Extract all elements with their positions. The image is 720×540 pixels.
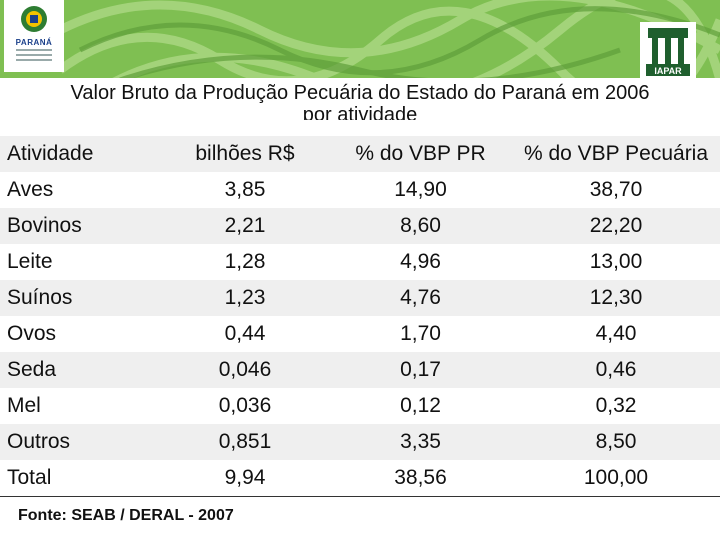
iapar-logo-icon: IAPAR bbox=[646, 28, 690, 76]
cell-atividade: Ovos bbox=[0, 316, 161, 352]
table-row: Ovos 0,44 1,70 4,40 bbox=[0, 316, 720, 352]
cell-vbp-pecuaria: 38,70 bbox=[512, 172, 720, 208]
cell-vbp-pr: 38,56 bbox=[329, 460, 512, 497]
cell-vbp-pr: 3,35 bbox=[329, 424, 512, 460]
header-atividade: Atividade bbox=[0, 136, 161, 172]
cell-atividade: Leite bbox=[0, 244, 161, 280]
cell-bilhoes: 0,44 bbox=[161, 316, 329, 352]
parana-seal-icon bbox=[21, 6, 47, 32]
cell-vbp-pr: 4,96 bbox=[329, 244, 512, 280]
cell-atividade: Bovinos bbox=[0, 208, 161, 244]
title-line-2: por atividade bbox=[302, 104, 418, 120]
cell-vbp-pr: 14,90 bbox=[329, 172, 512, 208]
header-banner bbox=[0, 0, 720, 78]
cell-atividade: Mel bbox=[0, 388, 161, 424]
wave-pattern-decoration bbox=[57, 0, 720, 78]
parana-logo: PARANÁ bbox=[4, 0, 64, 72]
cell-bilhoes: 0,851 bbox=[161, 424, 329, 460]
table-header-row: Atividade bilhões R$ % do VBP PR % do VB… bbox=[0, 136, 720, 172]
cell-atividade: Seda bbox=[0, 352, 161, 388]
parana-logo-text: PARANÁ bbox=[15, 38, 53, 47]
table-row: Suínos 1,23 4,76 12,30 bbox=[0, 280, 720, 316]
cell-atividade: Outros bbox=[0, 424, 161, 460]
table-row: Outros 0,851 3,35 8,50 bbox=[0, 424, 720, 460]
table-row: Mel 0,036 0,12 0,32 bbox=[0, 388, 720, 424]
table-row-total: Total 9,94 38,56 100,00 bbox=[0, 460, 720, 497]
cell-atividade: Total bbox=[0, 460, 161, 497]
iapar-logo: IAPAR bbox=[640, 22, 696, 78]
table-row: Aves 3,85 14,90 38,70 bbox=[0, 172, 720, 208]
header-vbp-pr: % do VBP PR bbox=[329, 136, 512, 172]
logo-subtext-lines bbox=[16, 49, 52, 64]
cell-atividade: Aves bbox=[0, 172, 161, 208]
cell-vbp-pr: 8,60 bbox=[329, 208, 512, 244]
title-line-1: Valor Bruto da Produção Pecuária do Esta… bbox=[70, 82, 650, 104]
cell-atividade: Suínos bbox=[0, 280, 161, 316]
cell-bilhoes: 1,28 bbox=[161, 244, 329, 280]
cell-bilhoes: 2,21 bbox=[161, 208, 329, 244]
cell-bilhoes: 0,046 bbox=[161, 352, 329, 388]
cell-vbp-pecuaria: 13,00 bbox=[512, 244, 720, 280]
cell-vbp-pr: 0,17 bbox=[329, 352, 512, 388]
table-row: Seda 0,046 0,17 0,46 bbox=[0, 352, 720, 388]
iapar-logo-text: IAPAR bbox=[654, 66, 682, 76]
cell-vbp-pecuaria: 12,30 bbox=[512, 280, 720, 316]
cell-bilhoes: 0,036 bbox=[161, 388, 329, 424]
page-title: Valor Bruto da Produção Pecuária do Esta… bbox=[0, 82, 720, 120]
cell-bilhoes: 1,23 bbox=[161, 280, 329, 316]
cell-vbp-pr: 4,76 bbox=[329, 280, 512, 316]
cell-vbp-pr: 1,70 bbox=[329, 316, 512, 352]
production-table: Atividade bilhões R$ % do VBP PR % do VB… bbox=[0, 136, 720, 497]
header-bilhoes: bilhões R$ bbox=[161, 136, 329, 172]
cell-vbp-pecuaria: 4,40 bbox=[512, 316, 720, 352]
cell-vbp-pecuaria: 8,50 bbox=[512, 424, 720, 460]
cell-bilhoes: 9,94 bbox=[161, 460, 329, 497]
table-row: Leite 1,28 4,96 13,00 bbox=[0, 244, 720, 280]
cell-bilhoes: 3,85 bbox=[161, 172, 329, 208]
cell-vbp-pr: 0,12 bbox=[329, 388, 512, 424]
cell-vbp-pecuaria: 0,46 bbox=[512, 352, 720, 388]
cell-vbp-pecuaria: 22,20 bbox=[512, 208, 720, 244]
cell-vbp-pecuaria: 0,32 bbox=[512, 388, 720, 424]
header-vbp-pecuaria: % do VBP Pecuária bbox=[512, 136, 720, 172]
source-note: Fonte: SEAB / DERAL - 2007 bbox=[18, 507, 234, 524]
cell-vbp-pecuaria: 100,00 bbox=[512, 460, 720, 497]
table-row: Bovinos 2,21 8,60 22,20 bbox=[0, 208, 720, 244]
